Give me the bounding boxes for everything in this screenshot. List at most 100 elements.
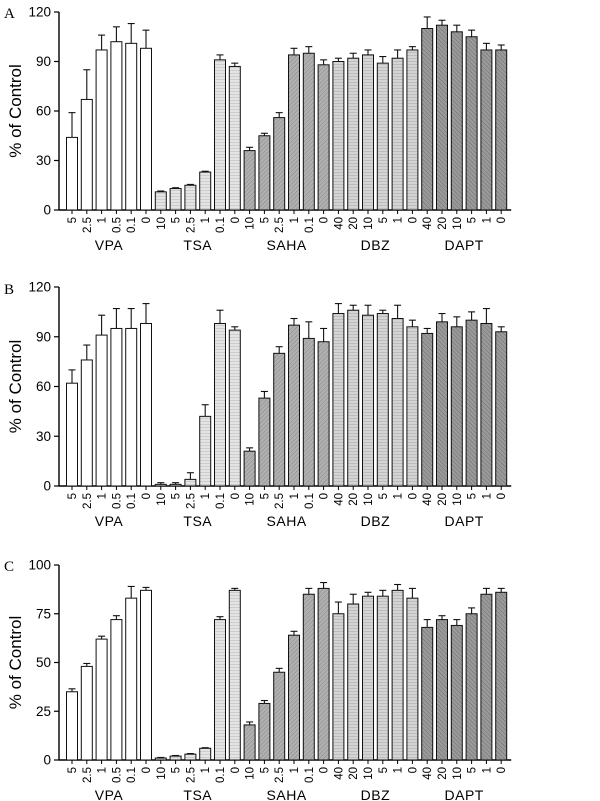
bar-saha [258, 397, 271, 487]
x-tick-label: 1 [289, 493, 301, 499]
x-tick-label: 2.5 [185, 493, 197, 509]
bar-vpa [80, 359, 93, 487]
x-tick-label: 5 [67, 767, 79, 773]
y-tick-label: 50 [36, 655, 51, 670]
y-tick-label: 60 [36, 104, 51, 119]
y-tick-label: 0 [43, 203, 51, 218]
y-axis-label: % of Control [6, 340, 25, 434]
bar-tsa [154, 757, 167, 761]
x-tick-label: 0.1 [126, 767, 138, 783]
x-tick-label: 1 [200, 493, 212, 499]
bar-dbz [391, 57, 404, 211]
y-tick-label: 30 [36, 153, 51, 168]
bar-vpa [95, 334, 108, 487]
bar-vpa [125, 42, 138, 211]
x-tick-label: 0.1 [215, 217, 227, 233]
panel-letter: C [4, 559, 14, 575]
bar-dapt [436, 619, 448, 761]
bar-dapt [421, 332, 434, 487]
bar-dapt [495, 49, 508, 211]
bar-saha [273, 671, 286, 761]
x-tick-label: 1 [200, 217, 212, 223]
bar-vpa [125, 597, 138, 761]
x-tick-label: 1 [200, 767, 212, 773]
bar-tsa [169, 483, 182, 487]
y-tick-label: 120 [28, 280, 51, 295]
x-tick-label: 0 [141, 493, 153, 499]
x-tick-label: 10 [245, 493, 257, 506]
bar-saha [258, 135, 271, 211]
bar-saha [302, 593, 315, 761]
x-tick-label: 5 [171, 767, 183, 773]
x-tick-label: 5 [467, 767, 479, 773]
group-label-tsa: TSA [183, 237, 212, 253]
x-tick-label: 0.1 [304, 493, 316, 509]
y-tick-label: 0 [43, 753, 51, 768]
bar-dbz [391, 318, 404, 487]
bar-tsa [214, 322, 226, 487]
x-tick-label: 0 [141, 767, 153, 773]
x-tick-label: 0.1 [304, 767, 316, 783]
x-tick-label: 40 [333, 217, 345, 230]
bar-vpa [110, 619, 123, 761]
x-tick-label: 10 [363, 767, 375, 780]
x-tick-label: 2.5 [274, 767, 286, 783]
group-label-dbz: DBZ [361, 513, 391, 529]
bar-tsa [214, 619, 226, 761]
bar-dbz [376, 595, 389, 761]
bar-dapt [421, 28, 434, 211]
bar-dapt [480, 322, 493, 487]
bar-dapt [465, 36, 478, 211]
x-tick-label: 20 [437, 217, 449, 230]
bar-vpa [140, 47, 152, 211]
x-tick-label: 40 [333, 493, 345, 506]
bar-dapt [465, 613, 478, 761]
x-tick-label: 1 [97, 767, 109, 773]
bar-tsa [184, 478, 197, 487]
x-tick-label: 5 [67, 493, 79, 499]
x-tick-label: 0 [496, 767, 508, 773]
x-tick-label: 10 [245, 767, 257, 780]
y-tick-label: 75 [36, 606, 51, 621]
bar-tsa [169, 755, 182, 761]
panel-letter: B [4, 282, 14, 298]
group-label-dbz: DBZ [361, 237, 391, 253]
x-tick-label: 5 [259, 217, 271, 223]
bar-saha [288, 324, 300, 487]
x-tick-label: 0 [230, 217, 242, 223]
x-tick-label: 1 [393, 217, 405, 223]
bar-tsa [228, 65, 241, 211]
bar-saha [302, 52, 315, 211]
x-tick-label: 40 [422, 217, 434, 230]
x-tick-label: 0.5 [111, 217, 123, 233]
bar-dbz [376, 313, 389, 487]
bar-vpa [140, 589, 152, 761]
y-tick-label: 100 [28, 558, 51, 573]
bar-tsa [184, 753, 197, 761]
bar-saha [288, 634, 300, 761]
bar-dbz [347, 309, 360, 487]
bar-vpa [125, 327, 138, 487]
bar-dbz [362, 54, 374, 211]
x-tick-label: 20 [348, 767, 360, 780]
x-tick-label: 0 [319, 493, 331, 499]
x-tick-label: 1 [481, 493, 493, 499]
x-tick-label: 0 [496, 493, 508, 499]
bar-vpa [95, 638, 108, 761]
x-tick-label: 0.1 [304, 217, 316, 233]
x-tick-label: 5 [171, 217, 183, 223]
bar-saha [243, 150, 256, 211]
group-label-saha: SAHA [267, 787, 307, 801]
bar-vpa [95, 49, 108, 211]
bar-dbz [332, 61, 345, 211]
group-label-vpa: VPA [95, 237, 124, 253]
x-tick-label: 20 [437, 767, 449, 780]
x-tick-label: 1 [289, 767, 301, 773]
x-tick-label: 10 [363, 493, 375, 506]
x-tick-label: 2.5 [274, 493, 286, 509]
x-tick-label: 0 [407, 217, 419, 223]
bar-dapt [436, 321, 448, 487]
x-tick-label: 20 [348, 493, 360, 506]
